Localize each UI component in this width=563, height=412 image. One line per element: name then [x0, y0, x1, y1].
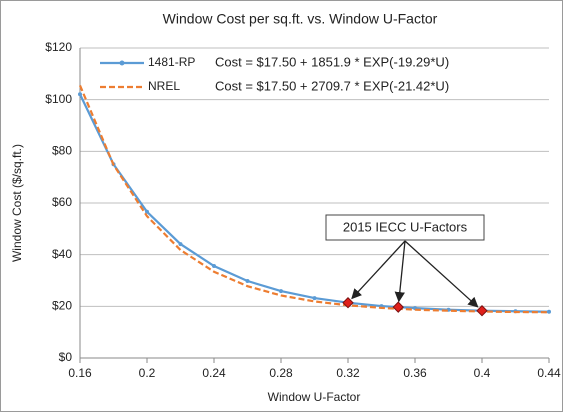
- x-tick-label: 0.28: [269, 366, 293, 380]
- series-marker: [245, 279, 250, 284]
- series-marker: [78, 92, 82, 97]
- series-line: [78, 85, 550, 314]
- y-tick-label: $80: [52, 144, 72, 158]
- x-tick-label: 0.36: [403, 366, 427, 380]
- y-tick-label: $0: [59, 350, 73, 364]
- annotation-arrow: [394, 240, 406, 303]
- y-axis-label: Window Cost ($/sq.ft.): [10, 144, 24, 262]
- series-marker: [212, 264, 216, 269]
- legend-label: NREL: [148, 79, 180, 93]
- series-marker: [279, 289, 283, 294]
- y-tick-label: $120: [45, 40, 72, 54]
- legend-marker: [119, 60, 125, 66]
- annotation-arrow: [404, 240, 479, 308]
- y-tick-label: $20: [52, 299, 72, 313]
- highlight-marker: [392, 301, 404, 313]
- x-tick-label: 0.4: [474, 366, 491, 380]
- x-tick-label: 0.24: [202, 366, 226, 380]
- annotation-arrow: [351, 240, 406, 300]
- x-tick-label: 0.16: [68, 366, 92, 380]
- annotation-box: [325, 214, 485, 241]
- x-tick-label: 0.2: [139, 366, 156, 380]
- series-marker: [178, 242, 183, 247]
- y-tick-label: $60: [52, 195, 72, 209]
- y-tick-label: $40: [52, 247, 72, 261]
- annotation-label: 2015 IECC U-Factors: [343, 219, 468, 234]
- y-tick-label: $100: [45, 92, 72, 106]
- legend-label: 1481-RP: [148, 55, 195, 69]
- x-tick-label: 0.32: [336, 366, 360, 380]
- chart-title: Window Cost per sq.ft. vs. Window U-Fact…: [163, 11, 438, 27]
- equation: Cost = $17.50 + 1851.9 * EXP(-19.29*U): [215, 54, 449, 69]
- highlight-marker: [342, 297, 354, 309]
- equation: Cost = $17.50 + 2709.7 * EXP(-21.42*U): [215, 78, 449, 93]
- series-marker: [312, 296, 317, 301]
- highlight-marker: [476, 305, 488, 317]
- series-marker: [547, 309, 551, 314]
- x-axis-label: Window U-Factor: [268, 390, 361, 404]
- x-tick-label: 0.44: [537, 366, 561, 380]
